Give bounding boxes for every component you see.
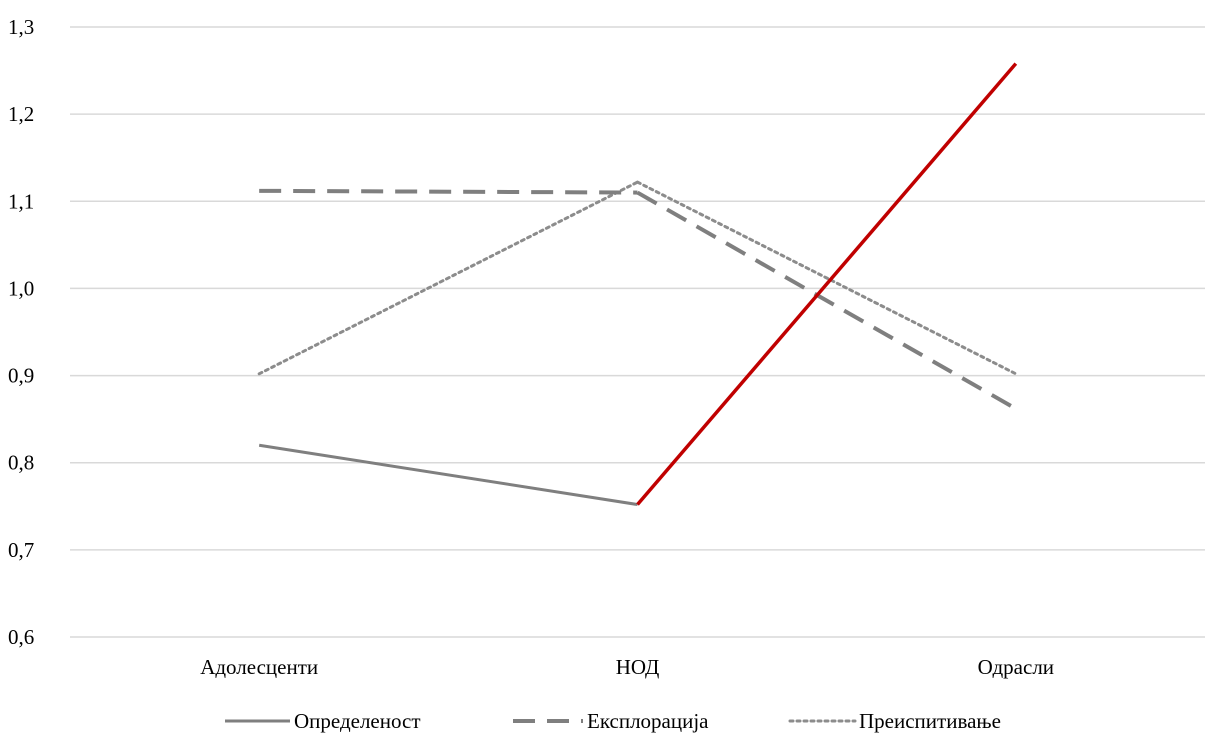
series-segment (257, 180, 639, 376)
legend: Определеност Експлорација Преиспитивање (225, 709, 1001, 733)
series-1 (259, 188, 1017, 411)
series-2 (257, 180, 1018, 376)
y-tick-label: 0,8 (8, 451, 34, 475)
y-tick-label: 1,1 (8, 189, 34, 213)
legend-label: Определеност (294, 709, 421, 733)
y-tick-label: 0,7 (8, 538, 34, 562)
series-segment (636, 62, 1018, 506)
series-segment (258, 443, 638, 507)
series-segment (636, 190, 1017, 411)
series-lines (257, 62, 1018, 507)
gridlines (70, 26, 1205, 638)
x-tick-label: Адолесценти (200, 655, 318, 679)
y-tick-label: 0,6 (8, 625, 34, 649)
series-0 (258, 62, 1018, 507)
y-tick-label: 1,3 (8, 15, 34, 39)
y-tick-label: 0,9 (8, 364, 34, 388)
x-tick-label: Одрасли (978, 655, 1054, 679)
x-tick-label: НОД (616, 655, 660, 679)
series-segment (636, 180, 1018, 376)
y-tick-label: 1,0 (8, 276, 34, 300)
x-axis: Адолесценти НОД Одрасли (200, 655, 1054, 679)
series-segment (259, 188, 638, 195)
legend-label: Експлорација (587, 709, 709, 733)
y-tick-label: 1,2 (8, 102, 34, 126)
legend-label: Преиспитивање (859, 709, 1001, 733)
y-axis: 0,6 0,7 0,8 0,9 1,0 1,1 1,2 1,3 (8, 15, 34, 649)
